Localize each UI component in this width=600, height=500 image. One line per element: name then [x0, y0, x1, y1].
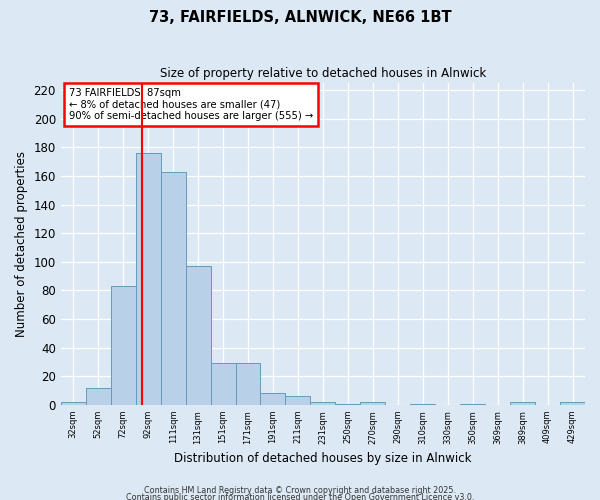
Bar	[86, 388, 111, 405]
Bar	[310, 402, 335, 405]
Y-axis label: Number of detached properties: Number of detached properties	[15, 151, 28, 337]
Bar	[510, 402, 535, 405]
Bar	[335, 404, 361, 405]
Text: 73, FAIRFIELDS, ALNWICK, NE66 1BT: 73, FAIRFIELDS, ALNWICK, NE66 1BT	[149, 10, 451, 25]
Text: Contains public sector information licensed under the Open Government Licence v3: Contains public sector information licen…	[126, 494, 474, 500]
Bar	[236, 364, 260, 405]
Bar	[560, 402, 585, 405]
Bar	[286, 396, 310, 405]
Bar	[460, 404, 485, 405]
Bar	[260, 394, 286, 405]
Bar	[111, 286, 136, 405]
Title: Size of property relative to detached houses in Alnwick: Size of property relative to detached ho…	[160, 68, 486, 80]
Bar	[161, 172, 185, 405]
Text: 73 FAIRFIELDS: 87sqm
← 8% of detached houses are smaller (47)
90% of semi-detach: 73 FAIRFIELDS: 87sqm ← 8% of detached ho…	[68, 88, 313, 121]
Bar	[136, 153, 161, 405]
Text: Contains HM Land Registry data © Crown copyright and database right 2025.: Contains HM Land Registry data © Crown c…	[144, 486, 456, 495]
Bar	[211, 364, 236, 405]
Bar	[361, 402, 385, 405]
Bar	[61, 402, 86, 405]
X-axis label: Distribution of detached houses by size in Alnwick: Distribution of detached houses by size …	[174, 452, 472, 465]
Bar	[410, 404, 435, 405]
Bar	[185, 266, 211, 405]
